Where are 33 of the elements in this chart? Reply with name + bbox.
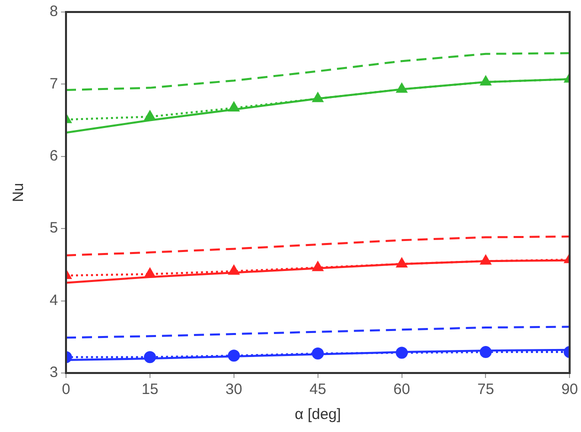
point bbox=[480, 76, 492, 86]
point bbox=[144, 110, 156, 120]
y-tick-label: 4 bbox=[50, 292, 58, 309]
x-tick-label: 90 bbox=[561, 381, 578, 398]
y-tick-label: 7 bbox=[50, 75, 58, 92]
point bbox=[228, 265, 240, 275]
point bbox=[144, 268, 156, 278]
point bbox=[144, 351, 156, 364]
y-tick-label: 8 bbox=[50, 3, 58, 20]
point bbox=[228, 102, 240, 112]
point bbox=[480, 255, 492, 265]
x-tick-label: 30 bbox=[226, 381, 242, 398]
x-axis-title: α [deg] bbox=[294, 406, 341, 424]
y-tick-label: 3 bbox=[50, 364, 58, 382]
point bbox=[228, 350, 240, 362]
point bbox=[312, 92, 324, 102]
point bbox=[396, 346, 408, 359]
x-tick-label: 15 bbox=[142, 381, 158, 398]
point bbox=[312, 262, 324, 272]
y-axis-title: Nu bbox=[10, 182, 28, 202]
x-tick-label: 75 bbox=[477, 381, 494, 398]
line-series bbox=[66, 326, 570, 339]
x-tick-label: 60 bbox=[393, 381, 410, 398]
line-series bbox=[66, 52, 570, 91]
x-tick-label: 45 bbox=[309, 381, 326, 398]
line-series bbox=[66, 236, 570, 256]
point bbox=[312, 348, 324, 360]
y-tick-label: 5 bbox=[50, 220, 58, 237]
point bbox=[396, 83, 408, 93]
x-tick-label: 0 bbox=[62, 381, 70, 398]
point bbox=[396, 258, 408, 268]
y-tick-label: 6 bbox=[50, 148, 58, 165]
point bbox=[480, 346, 492, 358]
